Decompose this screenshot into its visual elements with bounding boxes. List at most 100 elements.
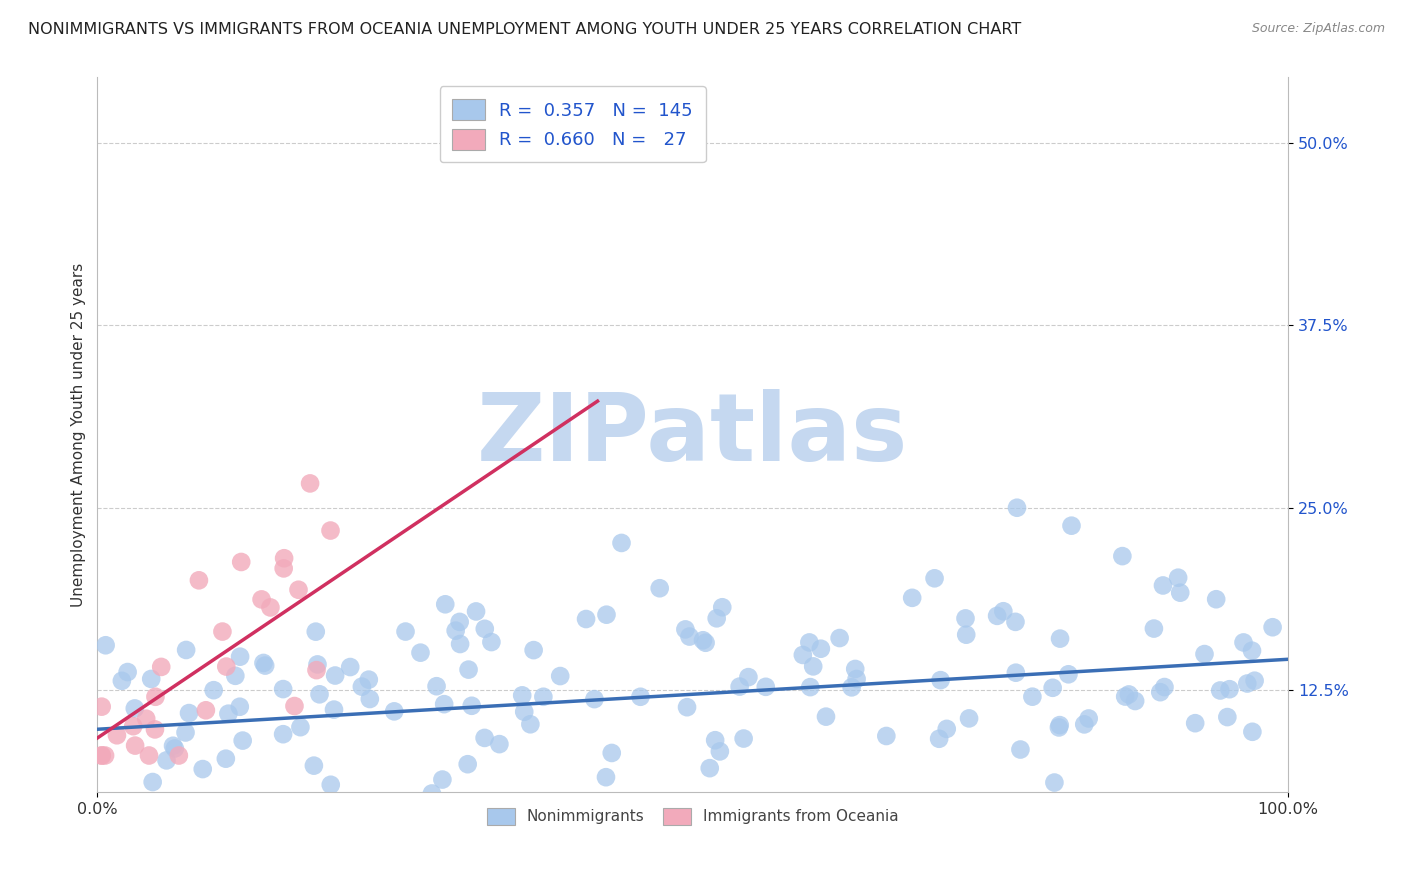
Point (302, 758, 325, 772)
Point (457, 663, 479, 677)
Point (531, 690, 554, 704)
Point (1004, 615, 1026, 629)
Point (1077, 711, 1099, 725)
Point (841, 681, 863, 695)
Point (928, 731, 950, 746)
Point (799, 635, 821, 649)
Point (523, 643, 546, 657)
Point (254, 658, 277, 673)
Point (90, 748, 112, 763)
Point (224, 669, 246, 683)
Point (305, 624, 328, 639)
Point (138, 748, 160, 763)
Point (481, 635, 503, 649)
Point (799, 680, 821, 694)
Point (1005, 500, 1028, 515)
Point (432, 772, 454, 787)
Point (177, 706, 200, 720)
Point (232, 733, 254, 747)
Point (1240, 643, 1263, 657)
Point (323, 668, 346, 682)
Point (792, 648, 814, 662)
Point (211, 624, 233, 639)
Point (955, 628, 977, 642)
Point (1043, 775, 1066, 789)
Point (924, 571, 946, 585)
Point (844, 662, 866, 676)
Point (1241, 724, 1264, 739)
Point (350, 680, 373, 694)
Point (575, 612, 598, 626)
Point (283, 699, 305, 714)
Point (810, 641, 832, 656)
Point (600, 746, 623, 760)
Text: Source: ZipAtlas.com: Source: ZipAtlas.com (1251, 22, 1385, 36)
Point (1152, 578, 1174, 592)
Point (929, 673, 952, 687)
Point (167, 748, 190, 763)
Point (1073, 717, 1095, 731)
Point (957, 711, 980, 725)
Point (711, 600, 734, 615)
Point (117, 665, 139, 679)
Point (409, 646, 432, 660)
Point (1209, 683, 1232, 698)
Point (673, 623, 696, 637)
Point (174, 725, 197, 739)
Point (290, 720, 312, 734)
Point (150, 660, 173, 674)
Point (252, 656, 274, 670)
Point (706, 611, 728, 625)
Point (194, 703, 217, 717)
Point (1118, 688, 1140, 702)
Point (1205, 592, 1227, 607)
Point (111, 673, 134, 688)
Point (610, 536, 633, 550)
Point (548, 669, 571, 683)
Point (737, 670, 759, 684)
Point (460, 698, 482, 713)
Point (307, 657, 329, 672)
Point (135, 712, 157, 726)
Point (449, 637, 471, 651)
Point (273, 561, 295, 575)
Point (630, 690, 652, 704)
Point (678, 630, 700, 644)
Point (510, 689, 533, 703)
Point (433, 697, 456, 711)
Point (162, 739, 184, 753)
Point (474, 731, 496, 745)
Point (1167, 571, 1189, 585)
Point (163, 741, 186, 756)
Point (202, 683, 225, 698)
Point (273, 551, 295, 566)
Point (142, 775, 165, 789)
Point (1021, 690, 1043, 704)
Legend: Nonimmigrants, Immigrants from Oceania: Nonimmigrants, Immigrants from Oceania (478, 798, 907, 834)
Point (394, 624, 416, 639)
Point (709, 744, 731, 758)
Point (143, 723, 166, 737)
Point (155, 753, 177, 767)
Point (457, 757, 479, 772)
Point (828, 631, 851, 645)
Point (648, 581, 671, 595)
Point (583, 692, 606, 706)
Point (191, 762, 214, 776)
Point (465, 604, 488, 618)
Point (271, 682, 294, 697)
Point (692, 633, 714, 648)
Point (1123, 694, 1146, 708)
Point (323, 703, 346, 717)
Point (425, 679, 447, 693)
Point (993, 604, 1015, 618)
Point (259, 600, 281, 615)
Point (215, 659, 238, 673)
Point (319, 778, 342, 792)
Point (728, 680, 751, 694)
Point (229, 699, 252, 714)
Point (1047, 721, 1070, 735)
Point (1184, 716, 1206, 731)
Point (676, 700, 699, 714)
Point (955, 611, 977, 625)
